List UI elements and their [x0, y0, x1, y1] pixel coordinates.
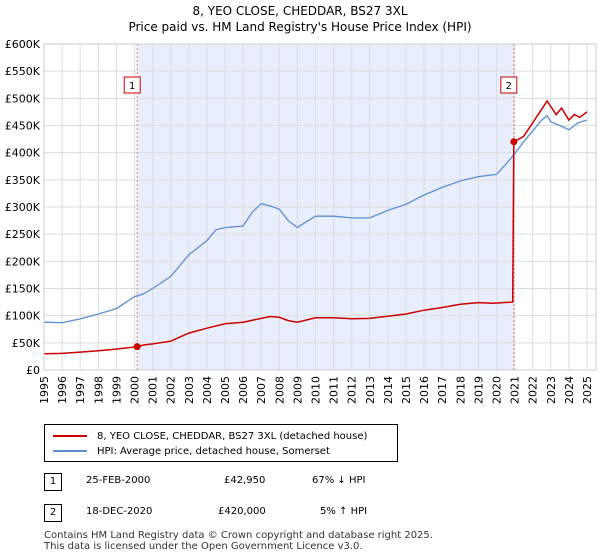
y-tick-label: £450K: [5, 120, 41, 133]
x-tick-label: 2007: [255, 376, 268, 404]
legend-label-price: 8, YEO CLOSE, CHEDDAR, BS27 3XL (detache…: [97, 430, 368, 442]
plot-border: [43, 43, 597, 371]
x-tick-label: 2015: [400, 376, 413, 404]
sale-1-label: 1: [129, 81, 135, 92]
x-tick-label: 1995: [38, 376, 51, 404]
x-tick-label: 2004: [201, 376, 214, 404]
sale-row-2-hpi: 5% ↑ HPI: [320, 506, 368, 517]
x-tick-label: 2010: [309, 376, 322, 404]
legend-item-hpi: HPI: Average price, detached house, Some…: [53, 444, 330, 458]
x-tick-label: 2003: [183, 376, 196, 404]
x-tick-label: 1999: [110, 376, 123, 404]
x-tick-label: 1998: [92, 376, 105, 404]
legend-swatch-price: [53, 435, 87, 437]
x-tick-label: 2020: [490, 376, 503, 404]
legend-label-hpi: HPI: Average price, detached house, Some…: [97, 445, 330, 457]
x-tick-label: 2019: [472, 376, 485, 404]
chart-subtitle: Price paid vs. HM Land Registry's House …: [128, 20, 472, 34]
x-tick-label: 2024: [563, 376, 576, 404]
x-tick-label: 2014: [382, 376, 395, 404]
y-tick-label: £300K: [5, 201, 41, 214]
footer-line-2: This data is licensed under the Open Gov…: [44, 541, 363, 552]
x-axis-ticks: 1995 1996 1997 1998 1999 2000 2001 2002 2003 2004…: [38, 376, 594, 404]
x-tick-label: 2006: [237, 376, 250, 404]
price-chart: 1 2 £0 £50K £100K £150K £200K £250K £300K £350K…: [5, 38, 597, 404]
x-tick-label: 2002: [165, 376, 178, 404]
x-tick-label: 2023: [545, 376, 558, 404]
y-tick-label: £350K: [5, 174, 41, 187]
x-tick-label: 2021: [509, 376, 522, 404]
y-axis-ticks: £0 £50K £100K £150K £200K £250K £300K £350K £400…: [5, 38, 41, 377]
x-tick-label: 2005: [219, 376, 232, 404]
x-tick-label: 2017: [436, 376, 449, 404]
x-tick-label: 2013: [364, 376, 377, 404]
chart-title: 8, YEO CLOSE, CHEDDAR, BS27 3XL: [192, 4, 408, 18]
y-tick-label: £550K: [5, 65, 41, 78]
x-tick-label: 2009: [291, 376, 304, 404]
y-tick-label: £200K: [5, 255, 41, 268]
legend: 8, YEO CLOSE, CHEDDAR, BS27 3XL (detache…: [44, 424, 398, 462]
x-tick-label: 2022: [527, 376, 540, 404]
x-tick-label: 2012: [346, 376, 359, 404]
y-tick-label: £500K: [5, 92, 41, 105]
y-tick-label: £50K: [12, 337, 41, 350]
x-tick-label: 2008: [273, 376, 286, 404]
sale-2-label-box: 2: [500, 76, 518, 94]
sale-2-point: [510, 138, 518, 146]
sale-row-1-number: 1: [44, 473, 62, 491]
legend-item-price: 8, YEO CLOSE, CHEDDAR, BS27 3XL (detache…: [53, 429, 367, 443]
y-tick-label: £400K: [5, 147, 41, 160]
sale-1-label-box: 1: [123, 76, 141, 94]
x-tick-label: 2001: [147, 376, 160, 404]
x-tick-label: 2011: [328, 376, 341, 404]
sale-row-2-date: 18-DEC-2020: [86, 506, 153, 517]
x-tick-label: 2016: [418, 376, 431, 404]
sale-2-label: 2: [506, 81, 512, 92]
footer: Contains HM Land Registry data © Crown c…: [44, 530, 433, 552]
sale-row-2-number: 2: [44, 504, 62, 522]
footer-line-1: Contains HM Land Registry data © Crown c…: [44, 530, 433, 541]
x-tick-label: 1997: [74, 376, 87, 404]
sale-row-1-price: £42,950: [224, 475, 266, 486]
y-tick-label: £250K: [5, 228, 41, 241]
y-tick-label: £0: [26, 364, 40, 377]
x-tick-label: 1996: [56, 376, 69, 404]
x-tick-label: 2025: [581, 376, 594, 404]
price-series-line: [43, 99, 588, 355]
hpi-series-line: [43, 114, 588, 324]
x-tick-label: 2000: [128, 376, 141, 404]
y-tick-label: £150K: [5, 283, 41, 296]
x-tick-label: 2018: [454, 376, 467, 404]
sale-1-point: [133, 343, 141, 351]
y-tick-label: £600K: [5, 38, 41, 51]
sale-row-1-hpi: 67% ↓ HPI: [312, 475, 366, 486]
legend-swatch-hpi: [53, 450, 87, 452]
sale-row-2-price: £420,000: [218, 506, 266, 517]
sale-row-1-date: 25-FEB-2000: [86, 475, 151, 486]
y-tick-label: £100K: [5, 310, 41, 323]
